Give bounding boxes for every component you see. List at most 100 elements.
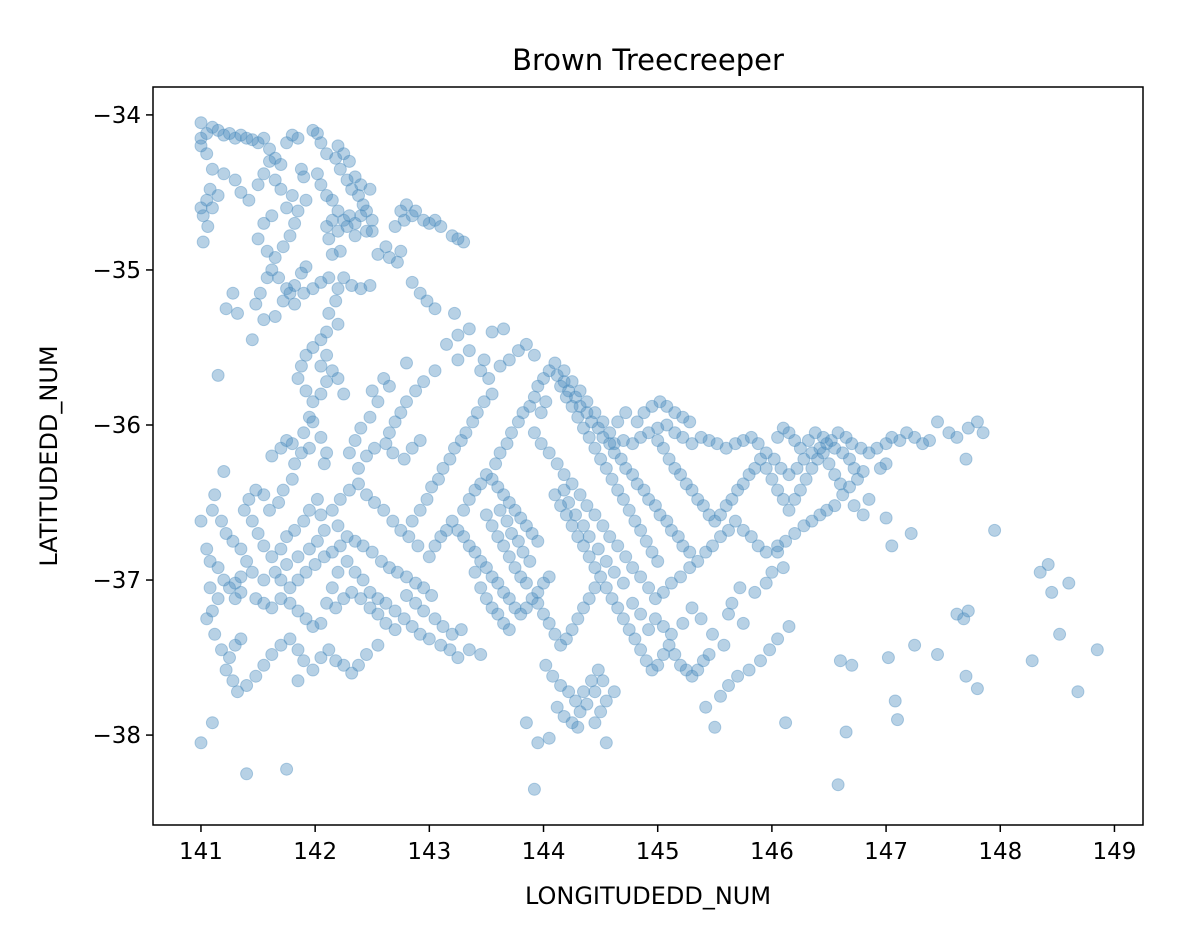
scatter-point xyxy=(348,565,362,579)
scatter-point xyxy=(263,154,276,168)
scatter-point xyxy=(505,527,518,540)
scatter-point xyxy=(251,527,265,540)
scatter-point xyxy=(603,437,617,451)
scatter-point xyxy=(788,434,802,447)
scatter-point xyxy=(594,570,608,584)
scatter-point xyxy=(342,154,356,168)
scatter-point xyxy=(203,554,217,568)
scatter-point xyxy=(371,395,385,409)
scatter-point xyxy=(656,648,670,661)
scatter-point xyxy=(231,306,244,320)
scatter-point xyxy=(454,434,468,447)
scatter-point xyxy=(637,483,651,497)
scatter-point xyxy=(970,682,984,696)
scatter-point xyxy=(413,627,427,641)
scatter-point xyxy=(314,136,328,150)
scatter-point xyxy=(588,581,602,595)
scatter-point xyxy=(240,767,254,781)
scatter-point xyxy=(599,581,613,595)
scatter-point xyxy=(337,271,351,285)
scatter-point xyxy=(205,162,219,176)
scatter-point xyxy=(205,201,219,215)
scatter-point xyxy=(843,452,856,466)
scatter-point xyxy=(231,685,244,699)
scatter-point xyxy=(280,201,294,215)
scatter-point xyxy=(900,426,914,440)
scatter-point xyxy=(242,492,256,506)
scatter-point xyxy=(302,441,316,455)
scatter-point xyxy=(322,643,336,657)
scatter-point xyxy=(294,446,308,460)
scatter-point xyxy=(217,128,231,142)
scatter-point xyxy=(1025,654,1039,668)
scatter-point xyxy=(628,514,642,528)
scatter-point xyxy=(451,651,465,665)
scatter-point xyxy=(425,589,439,602)
scatter-point xyxy=(394,523,408,537)
scatter-point xyxy=(337,658,351,672)
scatter-point xyxy=(260,271,274,285)
scatter-point xyxy=(759,461,773,475)
scatter-point xyxy=(245,514,259,528)
scatter-point xyxy=(782,426,796,440)
scatter-point xyxy=(634,607,648,621)
scatter-point xyxy=(390,565,404,579)
scatter-point xyxy=(516,545,530,559)
scatter-point xyxy=(539,658,553,672)
scatter-point xyxy=(714,508,727,522)
scatter-point xyxy=(428,612,442,626)
scatter-point xyxy=(588,685,602,699)
scatter-point xyxy=(360,488,373,502)
scatter-point xyxy=(417,213,431,227)
scatter-point xyxy=(194,131,208,145)
scatter-point xyxy=(664,576,678,590)
scatter-point xyxy=(691,663,705,677)
scatter-point xyxy=(565,477,579,491)
scatter-point xyxy=(519,519,533,533)
scatter-point xyxy=(742,663,756,677)
scatter-point xyxy=(485,387,499,401)
scatter-point xyxy=(651,658,665,672)
scatter-point xyxy=(331,204,345,218)
scatter-point xyxy=(847,499,861,513)
scatter-point xyxy=(211,592,225,606)
scatter-point xyxy=(828,468,842,482)
scatter-point xyxy=(280,558,294,571)
scatter-point xyxy=(816,430,830,444)
scatter-point xyxy=(428,302,442,316)
scatter-point xyxy=(679,477,693,491)
scatter-point xyxy=(217,465,231,478)
scatter-point xyxy=(710,437,724,451)
scatter-point xyxy=(539,395,553,409)
y-tick-label: −37 xyxy=(92,568,141,594)
scatter-point xyxy=(630,415,644,429)
scatter-point xyxy=(862,446,876,460)
scatter-point xyxy=(409,384,423,398)
scatter-point xyxy=(379,437,393,451)
scatter-point xyxy=(340,554,354,568)
scatter-point xyxy=(634,523,648,537)
scatter-point xyxy=(988,523,1002,537)
scatter-point xyxy=(445,514,459,528)
scatter-point xyxy=(588,508,602,522)
scatter-point xyxy=(908,430,922,444)
scatter-point xyxy=(559,632,573,646)
scatter-point xyxy=(831,426,845,440)
scatter-point xyxy=(268,310,282,323)
scatter-point xyxy=(451,232,465,246)
scatter-point xyxy=(400,395,413,409)
scatter-point xyxy=(548,356,562,370)
scatter-point xyxy=(571,410,585,424)
scatter-point xyxy=(228,576,242,590)
scatter-point xyxy=(245,133,259,147)
y-tick-label: −38 xyxy=(92,723,141,749)
scatter-point xyxy=(1041,558,1055,571)
scatter-point xyxy=(626,468,640,482)
scatter-point xyxy=(580,697,594,711)
scatter-point xyxy=(223,127,236,140)
scatter-point xyxy=(363,410,377,424)
scatter-point xyxy=(322,232,336,246)
scatter-point xyxy=(728,437,742,451)
scatter-point xyxy=(497,322,511,336)
scatter-point xyxy=(531,736,545,750)
